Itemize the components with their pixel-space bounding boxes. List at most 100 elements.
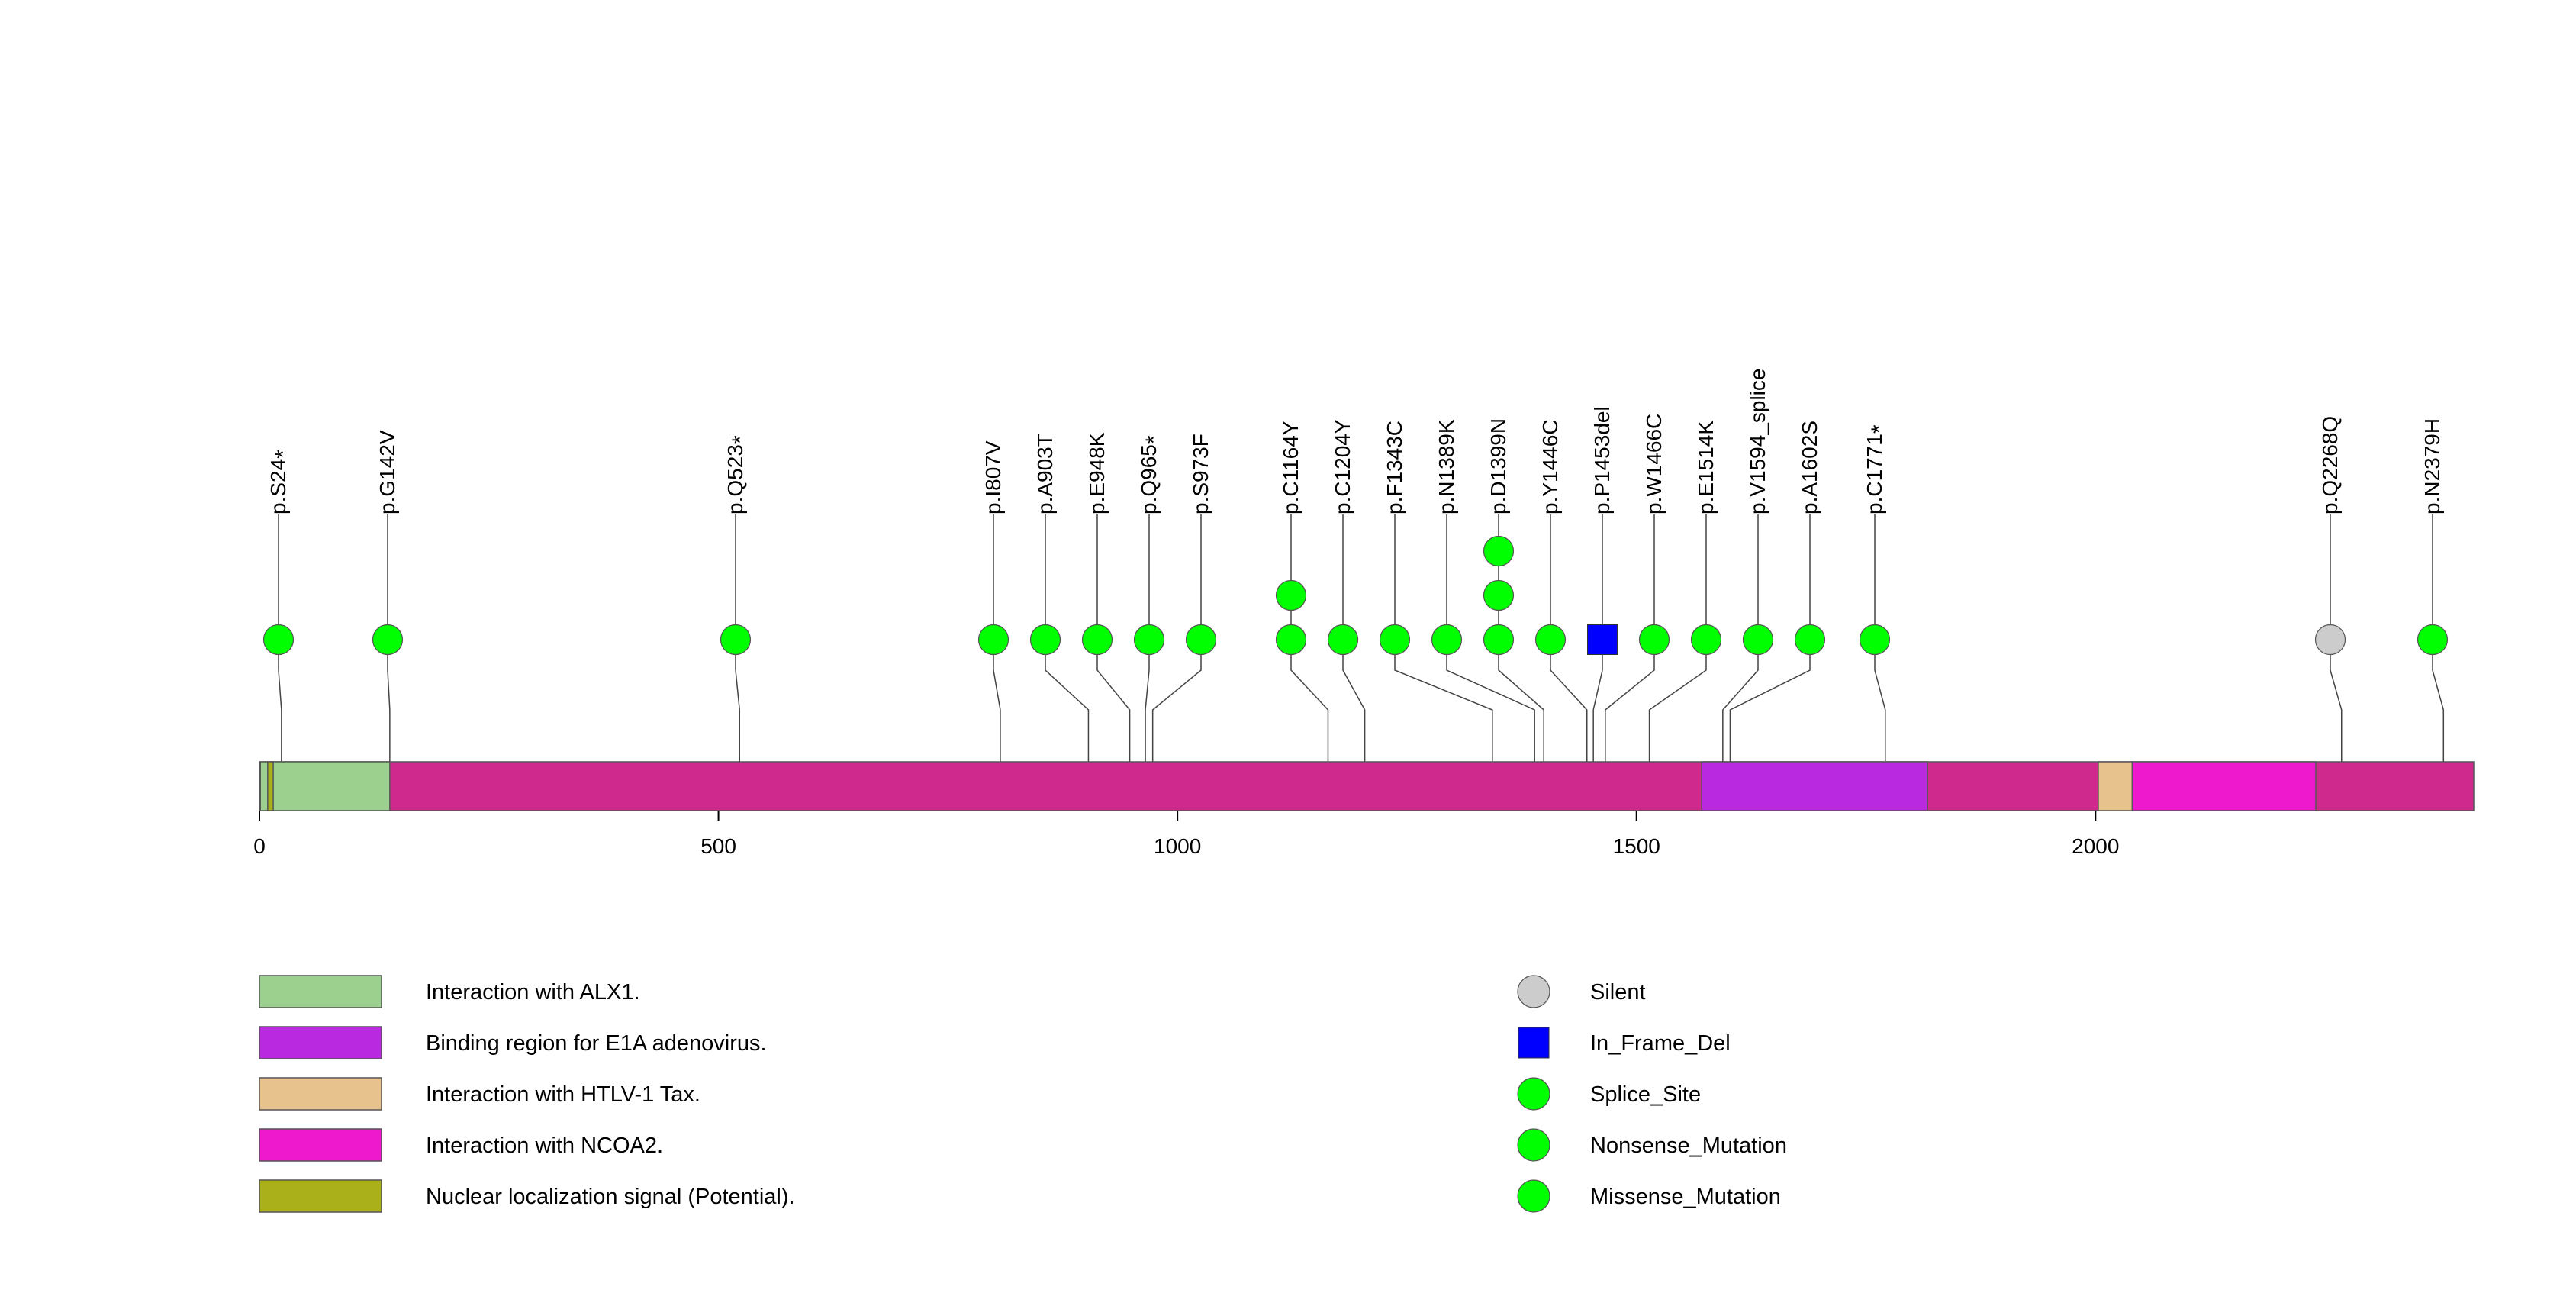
mutation-label-p-g142v: p.G142V [375,430,399,514]
mutation-label-p-w1466c: p.W1466C [1642,414,1666,514]
head-p-e948k [1081,624,1113,656]
legend-label-missense-mutation: Missense_Mutation [1590,1185,1781,1209]
lollipop-stems [278,514,2433,640]
connector-p-n2379h [2432,640,2445,762]
legend-label-interaction-with-htlv-1-tax: Interaction with HTLV-1 Tax. [426,1082,700,1107]
nonsense-star-p-q523: * [728,435,753,444]
legend-label-nonsense-mutation: Nonsense_Mutation [1590,1134,1787,1158]
connector-p-s24 [278,640,282,762]
connector-p-f1343c [1394,640,1493,762]
head-p-w1466c [1638,624,1670,656]
head-p-q2268q [2314,624,2346,656]
head-p-s24 [262,624,295,656]
legend-label-binding-region-for-e1a-adenovirus: Binding region for E1A adenovirus. [426,1031,767,1056]
lollipop-heads [262,535,2449,656]
legend-swatch-interaction-with-htlv-1-tax [259,1077,382,1111]
position-axis: 0 500 1000 1500 2000 [253,811,2119,858]
mutation-type-legend: Silent In_Frame_Del Splice_Site Nonsense_Mu… [1517,975,1787,1213]
connector-p-q2268q [2330,640,2343,762]
mutation-label-p-a903t: p.A903T [1033,434,1057,514]
connector-p-i807v [993,640,1001,762]
connector-p-s973f [1151,640,1202,762]
protein-backbone [259,761,2475,811]
head-p-c1771 [1859,624,1891,656]
connector-p-c1204y [1342,640,1366,762]
connector-p-q523 [735,640,740,762]
head-p-c1164y [1275,624,1307,656]
mutation-label-p-n1389k: p.N1389K [1435,419,1458,514]
head-p-c1204y [1327,624,1359,656]
connector-p-g142v [387,640,391,762]
domain-interaction-with-alx1 [259,761,391,811]
connector-p-p1453del [1592,640,1603,762]
mutation-label-p-i807v: p.I807V [981,440,1005,514]
legend-swatch-interaction-with-alx1 [259,975,382,1008]
head-p-f1343c [1379,624,1411,656]
connector-p-c1164y [1290,640,1329,762]
domain-interaction-with-ncoa2 [2131,761,2317,811]
mutation-label-p-y1446c: p.Y1446C [1538,419,1562,514]
domain-nuclear-localization-signal-potential [267,761,274,811]
legend-symbol-silent [1517,975,1550,1008]
legend-swatch-nuclear-localization-signal-potential [259,1179,382,1213]
legend-symbol-missense-mutation [1517,1179,1550,1213]
mutation-label-p-c1771: p.C1771* [1863,424,1892,514]
mutation-label-p-c1164y: p.C1164Y [1279,421,1302,514]
head-p-i807v [977,624,1009,656]
head-p-d1399n [1483,579,1515,611]
head-p-q965 [1133,624,1165,656]
legend-label-in-frame-del: In_Frame_Del [1590,1031,1731,1056]
legend-label-interaction-with-alx1: Interaction with ALX1. [426,980,640,1005]
nonsense-star-p-q965: * [1141,435,1167,444]
legend-label-splice-site: Splice_Site [1590,1082,1701,1107]
axis-tick-label-2000: 2000 [2072,834,2119,858]
head-p-e1514k [1690,624,1722,656]
domain-legend: Interaction with ALX1. Binding region for… [259,975,795,1213]
head-p-n1389k [1431,624,1463,656]
mutation-label-p-f1343c: p.F1343C [1383,421,1406,514]
mutation-label-p-s24: p.S24* [266,450,296,514]
connector-p-a1602s [1729,640,1811,762]
legend-symbol-splice-site [1517,1077,1550,1111]
nonsense-star-p-s24: * [271,450,296,459]
legend-symbol-in-frame-del [1518,1027,1550,1059]
mutation-label-p-q523: p.Q523* [723,435,753,514]
connector-p-v1594-splice [1722,640,1759,762]
axis-tick-label-1500: 1500 [1613,834,1660,858]
domain-binding-region-for-e1a-adenovirus [1701,761,1928,811]
head-p-p1453del [1587,624,1618,655]
head-p-a1602s [1794,624,1826,656]
axis-tick-label-1000: 1000 [1154,834,1201,858]
mutation-label-p-s973f: p.S973F [1189,434,1212,514]
head-p-q523 [720,624,752,656]
mutation-label-p-n2379h: p.N2379H [2420,418,2444,514]
connector-p-w1466c [1605,640,1655,762]
domain-interaction-with-htlv-1-tax [2098,761,2133,811]
connector-p-e948k [1096,640,1131,762]
mutation-labels: p.S24* p.G142V p.Q523* p.I807V p.A903T p.E948… [266,369,2444,514]
legend-label-silent: Silent [1590,980,1646,1005]
head-p-s973f [1185,624,1217,656]
legend-swatch-binding-region-for-e1a-adenovirus [259,1026,382,1059]
legend-symbol-nonsense-mutation [1517,1128,1550,1162]
head-p-g142v [372,624,404,656]
connector-p-e1514k [1648,640,1707,762]
head-p-d1399n [1483,624,1515,656]
mutation-label-p-e1514k: p.E1514K [1694,421,1718,514]
axis-tick-label-0: 0 [253,834,266,858]
mutation-label-p-e948k: p.E948K [1085,432,1109,514]
legend-label-nuclear-localization-signal-potential: Nuclear localization signal (Potential). [426,1185,795,1209]
legend-swatch-interaction-with-ncoa2 [259,1128,382,1162]
connector-p-d1399n [1498,640,1544,762]
head-p-v1594-splice [1742,624,1774,656]
mutation-label-p-p1453del: p.P1453del [1590,406,1614,514]
connector-p-n1389k [1446,640,1535,762]
head-p-d1399n [1483,535,1515,567]
legend-label-interaction-with-ncoa2: Interaction with NCOA2. [426,1134,663,1158]
mutation-label-p-a1602s: p.A1602S [1798,421,1821,514]
connector-p-c1771 [1874,640,1886,762]
connector-p-q965 [1145,640,1150,762]
mutation-label-p-v1594-splice: p.V1594_splice [1746,369,1769,514]
axis-tick-label-500: 500 [700,834,736,858]
